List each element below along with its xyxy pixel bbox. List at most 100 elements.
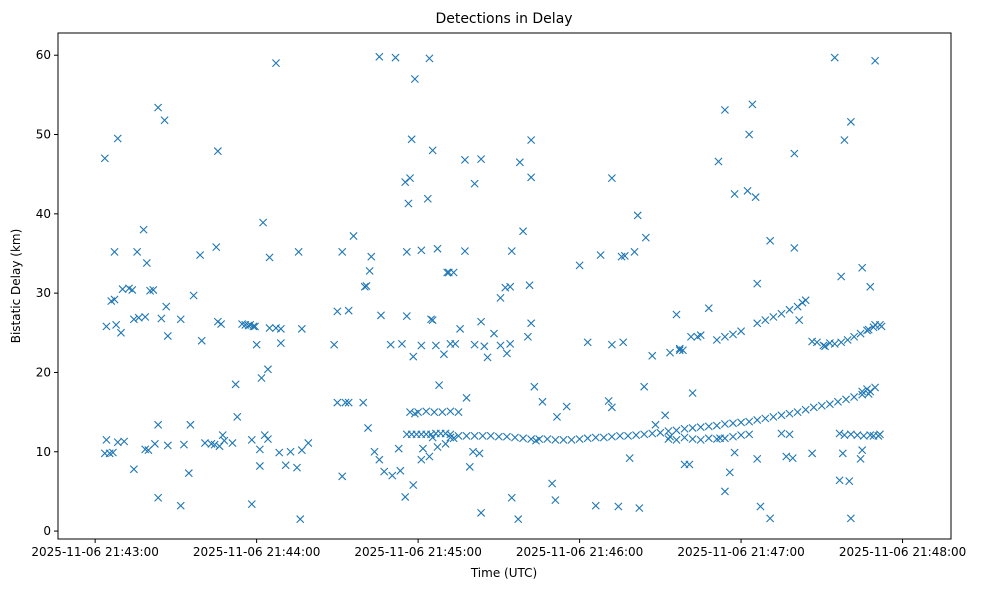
detection-marker [441,439,450,448]
detection-marker [255,445,264,454]
detection-marker [213,147,222,156]
detection-marker [745,430,754,439]
detection-marker [793,408,802,417]
detection-marker [465,462,474,471]
detection-marker [858,263,867,272]
detection-marker [795,316,804,325]
detection-marker [176,501,185,510]
detection-marker [753,454,762,463]
detection-marker [410,75,419,83]
detection-marker [833,397,842,406]
detection-marker [154,420,163,429]
detection-marker [196,251,205,260]
detection-marker [591,501,600,510]
detection-marker [396,466,405,475]
detection-marker [751,193,760,202]
detection-marker [874,431,883,440]
detection-marker [664,427,673,436]
detection-marker [446,430,455,439]
detection-marker [543,435,552,444]
detection-marker [838,449,847,458]
detection-marker [640,430,649,439]
detection-marker [294,247,303,256]
x-tick-label: 2025-11-06 21:46:00 [516,545,643,559]
detection-marker [672,435,681,444]
detection-marker [272,59,280,68]
detection-marker [477,317,486,326]
detection-marker [527,319,536,328]
detection-marker [625,454,634,463]
detection-marker [672,310,681,319]
detection-marker [207,439,216,448]
detection-marker [189,291,198,300]
detection-marker [362,282,371,290]
detection-marker [801,405,810,414]
detection-marker [142,259,151,267]
detection-marker [401,178,410,187]
detection-marker [425,54,434,63]
detection-marker [548,479,557,488]
detection-marker [530,382,539,391]
detection-marker [866,282,875,291]
detection-marker [233,412,242,421]
x-axis-label: Time (UTC) [470,566,537,580]
detection-marker [423,194,432,203]
detection-marker [656,428,665,437]
detection-marker [443,268,452,277]
detection-marker [281,461,290,470]
detection-marker [720,487,729,496]
detection-marker [562,402,571,411]
detection-marker [410,409,419,418]
detection-marker [163,331,172,340]
detection-marker [858,390,867,399]
y-axis-label: Bistatic Delay (km) [9,229,23,344]
detection-marker [102,322,111,331]
detection-marker [388,471,397,480]
detection-marker [251,322,259,331]
detection-marker [730,448,739,457]
detection-marker [630,247,639,256]
detection-marker [446,407,455,416]
detection-marker [714,157,723,166]
detection-marker [761,414,770,423]
detection-marker [633,211,642,220]
detection-marker [394,444,403,453]
detection-marker [427,315,436,324]
detection-marker [819,341,828,350]
detection-marker [846,430,855,439]
detection-marker [725,468,734,477]
detection-marker [801,296,810,305]
detection-marker [604,397,613,405]
detection-marker [519,227,528,236]
detection-marker [790,149,799,158]
detection-marker [506,282,515,291]
detection-marker [133,247,142,256]
y-tick-label: 0 [43,524,51,538]
detection-marker [720,105,729,114]
y-tick-label: 60 [36,48,51,62]
markers-layer [100,52,886,524]
detection-marker [766,236,775,245]
detection-marker [712,435,721,444]
detection-marker [451,339,460,348]
detection-marker [777,309,786,318]
detection-marker [108,448,117,457]
detection-marker [730,190,739,198]
detection-marker [359,398,368,407]
detection-marker [494,432,503,441]
detection-marker [228,439,237,448]
detection-marker [113,438,122,447]
detection-marker [502,432,511,441]
detection-marker [845,477,854,486]
y-tick-label: 30 [36,286,51,300]
detection-marker [249,322,258,331]
detection-marker [257,374,266,382]
detection-marker [417,341,426,350]
detection-marker [141,312,150,321]
detection-marker [149,285,158,294]
detection-marker [375,52,384,61]
detection-marker [624,431,633,440]
detection-marker [596,251,605,260]
detection-marker [134,313,143,322]
